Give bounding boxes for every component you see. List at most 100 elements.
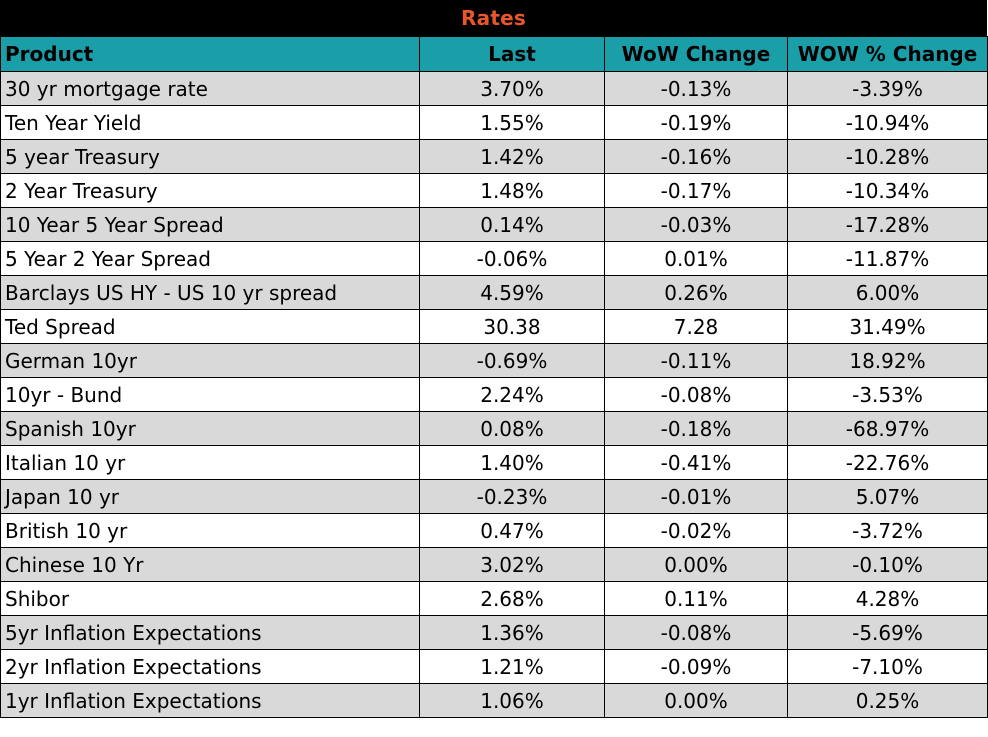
- product-cell: Spanish 10yr: [0, 411, 420, 446]
- wow-change-cell: -0.18%: [604, 411, 788, 446]
- table-body: 30 yr mortgage rate 3.70% -0.13% -3.39% Ten …: [0, 71, 988, 718]
- wow-pct-change-cell: -7.10%: [787, 649, 988, 684]
- table-header: Product Last WoW Change WOW % Change: [0, 36, 988, 72]
- table-row: 5yr Inflation Expectations 1.36% -0.08% -5.…: [0, 615, 988, 650]
- last-cell: 1.42%: [419, 139, 605, 174]
- product-cell: Ten Year Yield: [0, 105, 420, 140]
- product-cell: 10 Year 5 Year Spread: [0, 207, 420, 242]
- wow-pct-change-cell: 31.49%: [787, 309, 988, 344]
- table-row: 5 Year 2 Year Spread -0.06% 0.01% -11.87%: [0, 241, 988, 276]
- wow-pct-change-cell: 6.00%: [787, 275, 988, 310]
- wow-pct-change-cell: -3.39%: [787, 71, 988, 106]
- column-header-last: Last: [419, 36, 605, 72]
- wow-pct-change-cell: -68.97%: [787, 411, 988, 446]
- table-row: Chinese 10 Yr 3.02% 0.00% -0.10%: [0, 547, 988, 582]
- product-cell: 5yr Inflation Expectations: [0, 615, 420, 650]
- product-cell: 2 Year Treasury: [0, 173, 420, 208]
- table-row: British 10 yr 0.47% -0.02% -3.72%: [0, 513, 988, 548]
- wow-change-cell: -0.13%: [604, 71, 788, 106]
- wow-pct-change-cell: -3.53%: [787, 377, 988, 412]
- wow-change-cell: 0.00%: [604, 547, 788, 582]
- wow-change-cell: -0.09%: [604, 649, 788, 684]
- title-bar: Rates: [0, 0, 987, 36]
- column-header-product: Product: [0, 36, 420, 72]
- product-cell: Italian 10 yr: [0, 445, 420, 480]
- wow-pct-change-cell: -17.28%: [787, 207, 988, 242]
- last-cell: 1.40%: [419, 445, 605, 480]
- wow-pct-change-cell: -11.87%: [787, 241, 988, 276]
- product-cell: 1yr Inflation Expectations: [0, 683, 420, 718]
- wow-pct-change-cell: 18.92%: [787, 343, 988, 378]
- wow-change-cell: -0.17%: [604, 173, 788, 208]
- wow-pct-change-cell: -22.76%: [787, 445, 988, 480]
- wow-change-cell: -0.19%: [604, 105, 788, 140]
- sheet-title: Rates: [461, 6, 526, 30]
- product-cell: Barclays US HY - US 10 yr spread: [0, 275, 420, 310]
- wow-change-cell: -0.01%: [604, 479, 788, 514]
- table-row: German 10yr -0.69% -0.11% 18.92%: [0, 343, 988, 378]
- product-cell: 5 year Treasury: [0, 139, 420, 174]
- wow-change-cell: -0.08%: [604, 377, 788, 412]
- table-row: Ten Year Yield 1.55% -0.19% -10.94%: [0, 105, 988, 140]
- wow-change-cell: 0.26%: [604, 275, 788, 310]
- table-row: 10 Year 5 Year Spread 0.14% -0.03% -17.28%: [0, 207, 988, 242]
- column-header-wow-change: WoW Change: [604, 36, 788, 72]
- product-cell: 5 Year 2 Year Spread: [0, 241, 420, 276]
- wow-pct-change-cell: 5.07%: [787, 479, 988, 514]
- wow-pct-change-cell: -10.34%: [787, 173, 988, 208]
- wow-change-cell: -0.16%: [604, 139, 788, 174]
- wow-pct-change-cell: -0.10%: [787, 547, 988, 582]
- last-cell: -0.23%: [419, 479, 605, 514]
- table-row: Japan 10 yr -0.23% -0.01% 5.07%: [0, 479, 988, 514]
- product-cell: 30 yr mortgage rate: [0, 71, 420, 106]
- last-cell: 1.21%: [419, 649, 605, 684]
- last-cell: 30.38: [419, 309, 605, 344]
- table-row: 30 yr mortgage rate 3.70% -0.13% -3.39%: [0, 71, 988, 106]
- column-header-wow-pct-change: WOW % Change: [787, 36, 988, 72]
- wow-change-cell: 0.01%: [604, 241, 788, 276]
- product-cell: Shibor: [0, 581, 420, 616]
- rates-table: Product Last WoW Change WOW % Change 30 …: [0, 36, 988, 718]
- table-row: 2yr Inflation Expectations 1.21% -0.09% -7.…: [0, 649, 988, 684]
- table-row: 10yr - Bund 2.24% -0.08% -3.53%: [0, 377, 988, 412]
- wow-change-cell: -0.11%: [604, 343, 788, 378]
- wow-pct-change-cell: -10.94%: [787, 105, 988, 140]
- last-cell: 3.70%: [419, 71, 605, 106]
- wow-change-cell: -0.08%: [604, 615, 788, 650]
- wow-pct-change-cell: -3.72%: [787, 513, 988, 548]
- last-cell: -0.06%: [419, 241, 605, 276]
- last-cell: 2.24%: [419, 377, 605, 412]
- wow-pct-change-cell: -5.69%: [787, 615, 988, 650]
- last-cell: 4.59%: [419, 275, 605, 310]
- table-row: Spanish 10yr 0.08% -0.18% -68.97%: [0, 411, 988, 446]
- last-cell: -0.69%: [419, 343, 605, 378]
- last-cell: 0.14%: [419, 207, 605, 242]
- wow-change-cell: -0.03%: [604, 207, 788, 242]
- table-row: Barclays US HY - US 10 yr spread 4.59% 0.2…: [0, 275, 988, 310]
- product-cell: German 10yr: [0, 343, 420, 378]
- table-row: Shibor 2.68% 0.11% 4.28%: [0, 581, 988, 616]
- table-row: Italian 10 yr 1.40% -0.41% -22.76%: [0, 445, 988, 480]
- wow-change-cell: 0.11%: [604, 581, 788, 616]
- last-cell: 3.02%: [419, 547, 605, 582]
- last-cell: 1.06%: [419, 683, 605, 718]
- last-cell: 1.36%: [419, 615, 605, 650]
- product-cell: Ted Spread: [0, 309, 420, 344]
- table-row: 2 Year Treasury 1.48% -0.17% -10.34%: [0, 173, 988, 208]
- wow-pct-change-cell: -10.28%: [787, 139, 988, 174]
- table-row: 5 year Treasury 1.42% -0.16% -10.28%: [0, 139, 988, 174]
- header-row: Product Last WoW Change WOW % Change: [0, 36, 988, 72]
- wow-pct-change-cell: 0.25%: [787, 683, 988, 718]
- last-cell: 2.68%: [419, 581, 605, 616]
- last-cell: 0.47%: [419, 513, 605, 548]
- product-cell: Japan 10 yr: [0, 479, 420, 514]
- wow-pct-change-cell: 4.28%: [787, 581, 988, 616]
- product-cell: 2yr Inflation Expectations: [0, 649, 420, 684]
- product-cell: Chinese 10 Yr: [0, 547, 420, 582]
- wow-change-cell: -0.41%: [604, 445, 788, 480]
- table-row: 1yr Inflation Expectations 1.06% 0.00% 0.25…: [0, 683, 988, 718]
- last-cell: 1.48%: [419, 173, 605, 208]
- wow-change-cell: 0.00%: [604, 683, 788, 718]
- wow-change-cell: -0.02%: [604, 513, 788, 548]
